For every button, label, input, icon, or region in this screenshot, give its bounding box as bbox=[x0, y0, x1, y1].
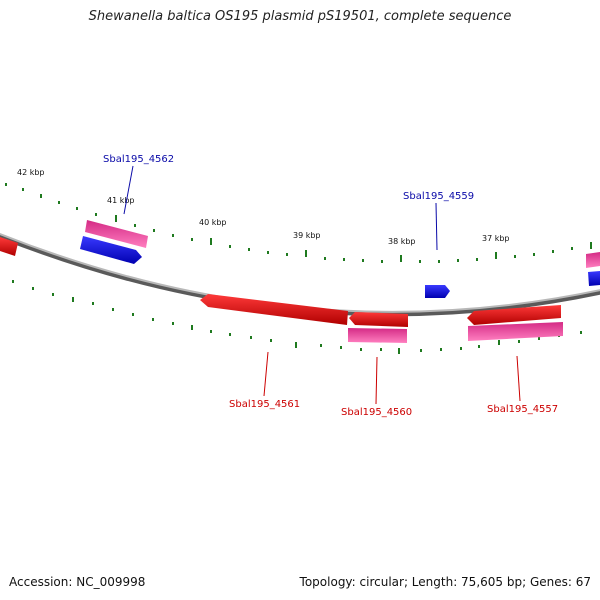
feature-strip[interactable] bbox=[85, 220, 148, 248]
gene-labels: Sbal195_4562 Sbal195_4559 Sbal195_4561 S… bbox=[103, 154, 558, 418]
gene-label-reverse[interactable]: Sbal195_4557 bbox=[487, 404, 558, 415]
feature-strip[interactable] bbox=[348, 328, 407, 343]
ruler-label: 38 kbp bbox=[388, 237, 416, 246]
gene-label-reverse[interactable]: Sbal195_4560 bbox=[341, 407, 412, 418]
feature-strip[interactable] bbox=[586, 252, 600, 268]
gene-arrow-reverse[interactable] bbox=[349, 312, 408, 327]
accession-text: Accession: NC_009998 bbox=[9, 575, 146, 589]
gene-arrow-forward[interactable] bbox=[80, 236, 142, 264]
gene-arrow-reverse[interactable] bbox=[467, 305, 561, 325]
gene-label-forward[interactable]: Sbal195_4562 bbox=[103, 154, 174, 165]
forward-genes bbox=[80, 236, 600, 298]
feature-strip[interactable] bbox=[468, 322, 563, 341]
reverse-genes bbox=[0, 237, 561, 327]
gene-arrow-forward[interactable] bbox=[588, 271, 600, 286]
gene-arrow-reverse[interactable] bbox=[0, 237, 18, 256]
topology-summary: Topology: circular; Length: 75,605 bp; G… bbox=[299, 575, 591, 589]
gene-arrow-forward[interactable] bbox=[425, 285, 450, 298]
ruler-label: 39 kbp bbox=[293, 231, 321, 240]
ruler-label: 42 kbp bbox=[17, 168, 45, 177]
feature-strips bbox=[85, 220, 600, 343]
ruler-label: 37 kbp bbox=[482, 234, 510, 243]
gene-label-forward[interactable]: Sbal195_4559 bbox=[403, 191, 474, 202]
outer-ruler bbox=[5, 183, 592, 263]
label-leaders bbox=[123, 165, 521, 405]
gene-label-reverse[interactable]: Sbal195_4561 bbox=[229, 399, 300, 410]
inner-ruler bbox=[12, 280, 582, 354]
ruler-labels: 42 kbp 41 kbp 40 kbp 39 kbp 38 kbp 37 kb… bbox=[17, 168, 510, 246]
map-title: Shewanella baltica OS195 plasmid pS19501… bbox=[88, 9, 512, 24]
ruler-label: 41 kbp bbox=[107, 196, 135, 205]
ruler-label: 40 kbp bbox=[199, 218, 227, 227]
gene-arrow-reverse[interactable] bbox=[200, 294, 348, 325]
